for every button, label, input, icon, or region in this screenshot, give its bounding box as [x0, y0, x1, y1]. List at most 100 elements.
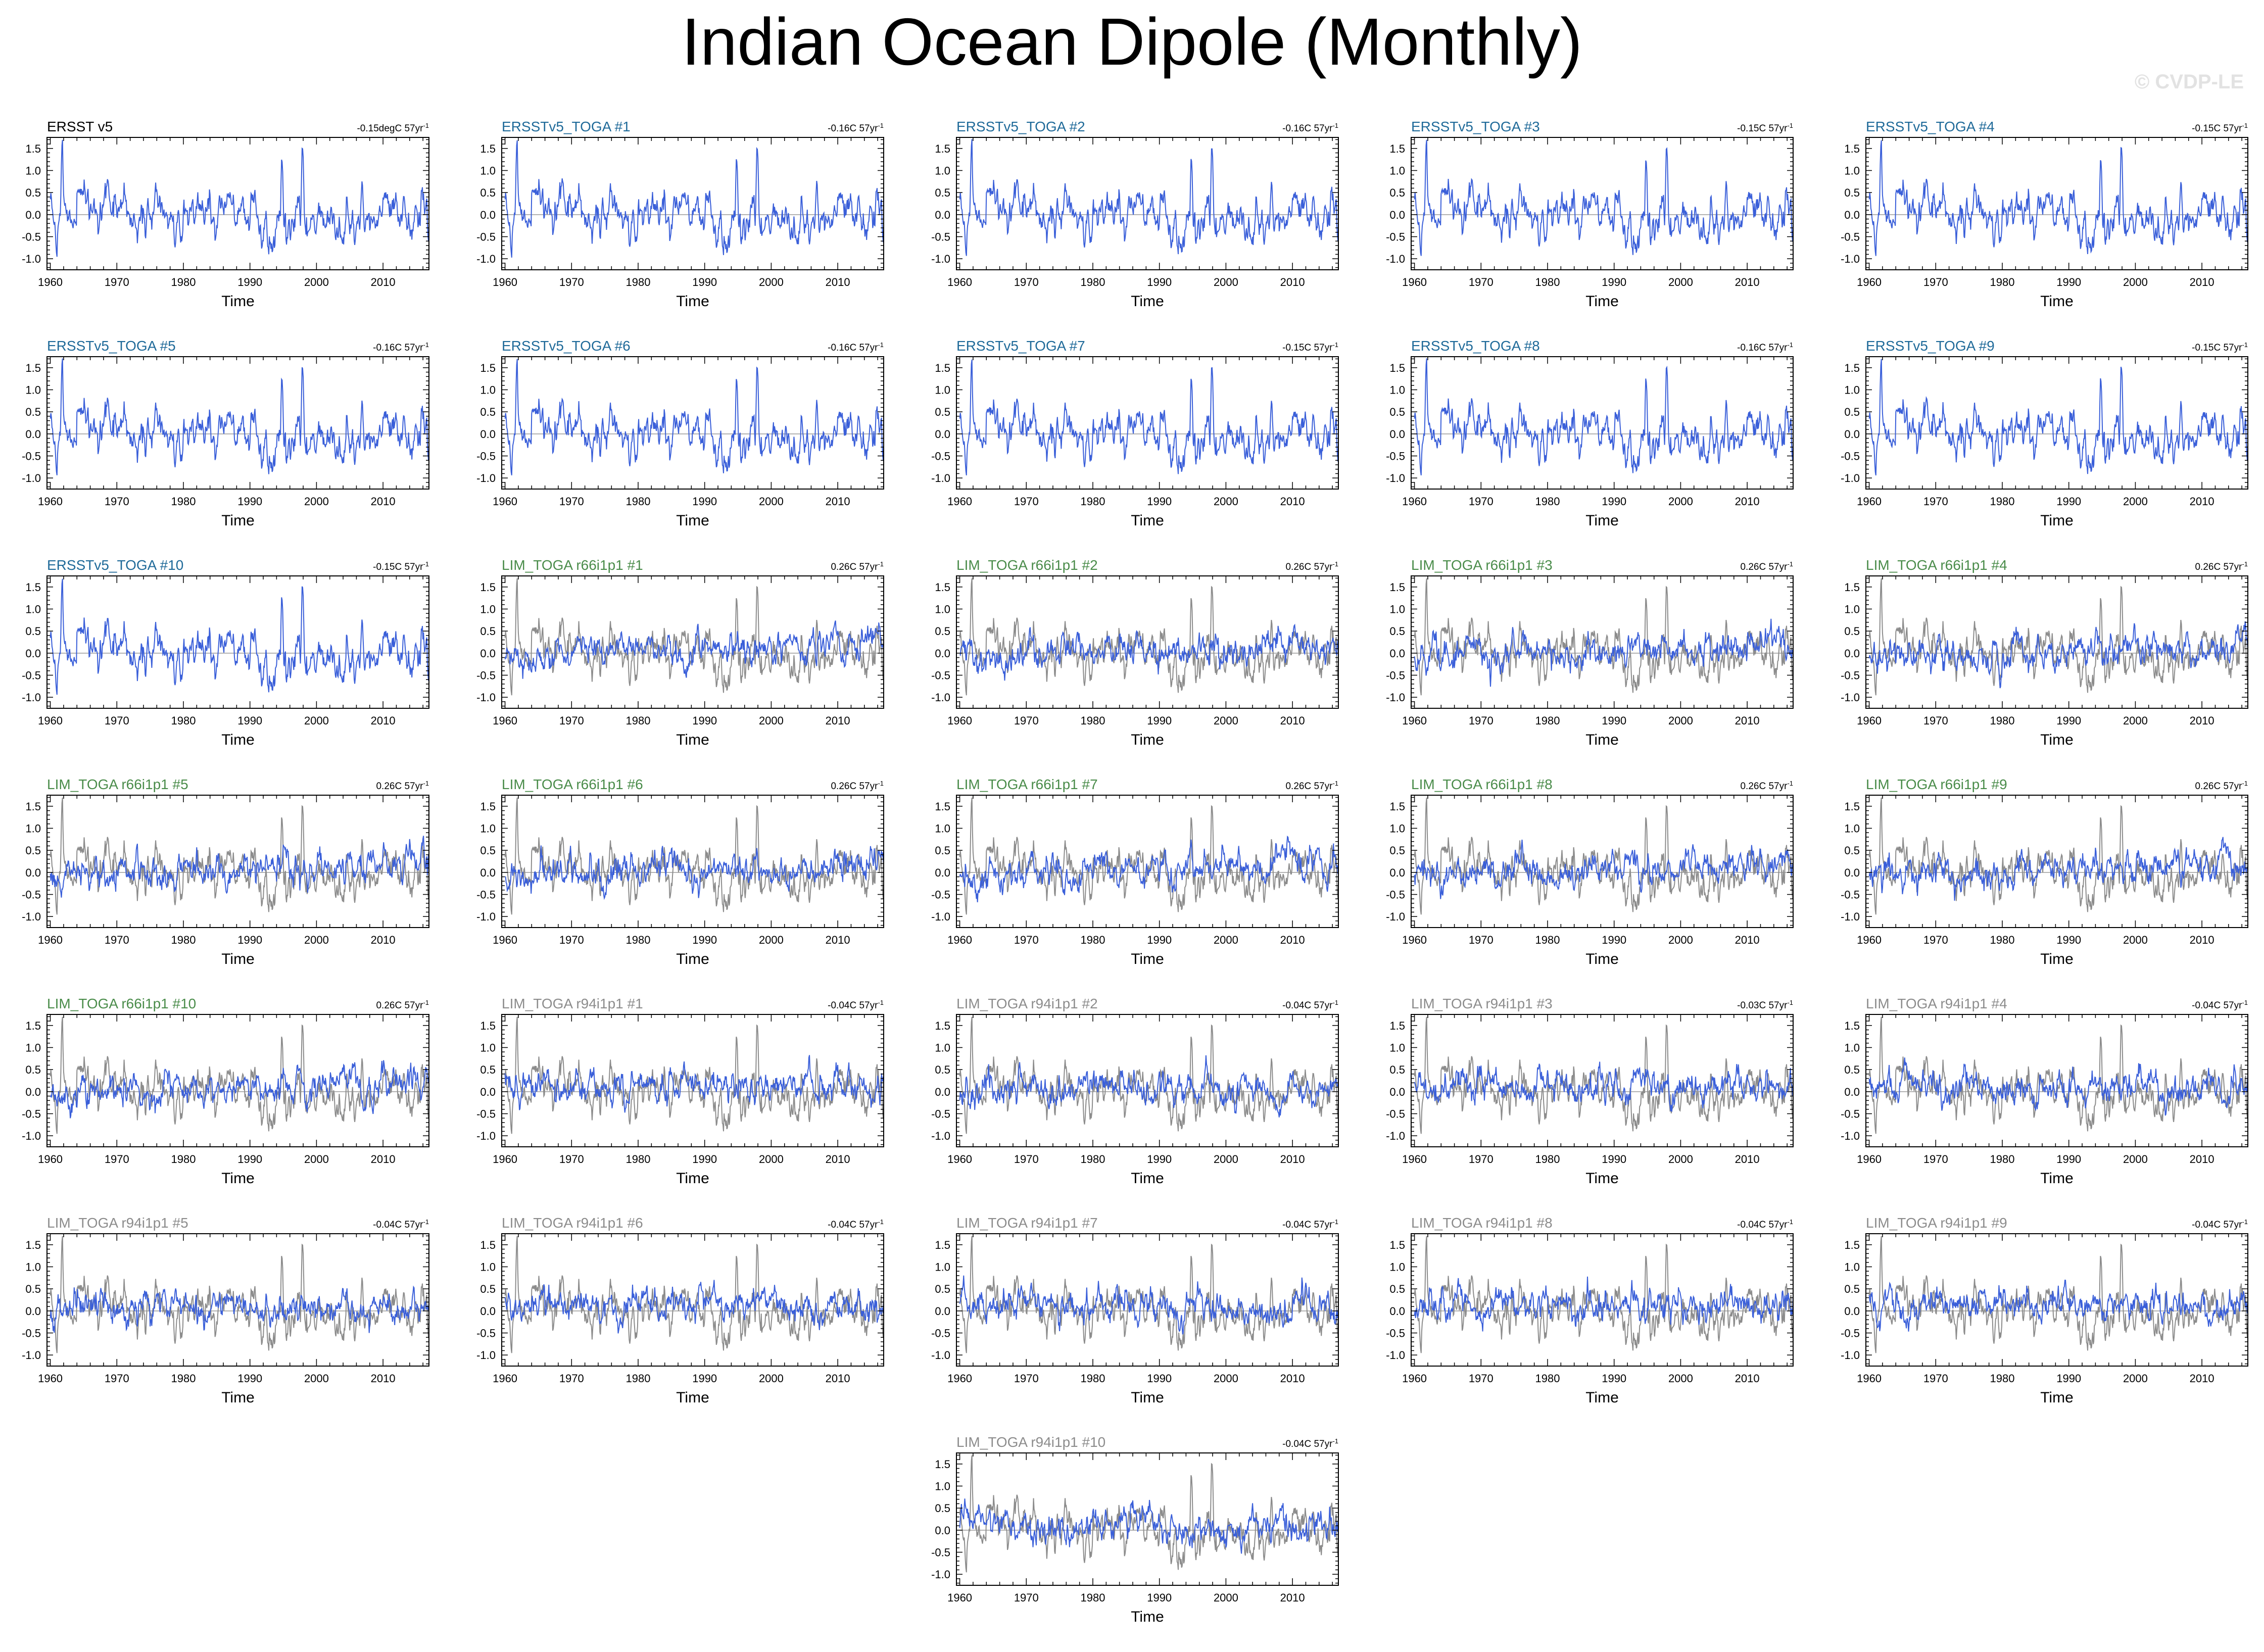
trend-value: 0.26C 57yr: [1740, 562, 1788, 572]
panel: LIM_TOGA r94i1p1 #2 -0.04C 57yr-1 1960 1970…: [931, 996, 1339, 1187]
y-tick-label: 1.0: [935, 1042, 950, 1054]
x-tick-label: 1980: [1081, 1372, 1105, 1385]
trend-exponent: -1: [1787, 1218, 1793, 1226]
trend-label: -0.04C 57yr-1: [1282, 1218, 1338, 1230]
member-series-line: [50, 1285, 429, 1333]
x-tick-label: 2010: [371, 276, 396, 288]
y-tick-label: 1.5: [935, 581, 950, 594]
plot-frame: [1411, 1233, 1794, 1367]
y-tick-label: -0.5: [1841, 889, 1860, 901]
plot-frame: [501, 1233, 884, 1367]
y-tick-label: -0.5: [1386, 1327, 1405, 1340]
x-tick-label: 1990: [692, 495, 717, 508]
x-tick-label: 1990: [2056, 934, 2081, 946]
y-tick-label: -0.5: [1386, 889, 1405, 901]
trend-value: -0.04C 57yr: [2192, 1000, 2242, 1011]
plot-frame: [501, 795, 884, 928]
trend-value: -0.16C 57yr: [828, 123, 878, 134]
plot-frame: [1411, 1014, 1794, 1147]
x-tick-label: 1960: [38, 1372, 63, 1385]
plot-frame: [501, 575, 884, 709]
y-tick-label: -1.0: [1841, 253, 1860, 265]
y-tick-label: 1.5: [935, 1458, 950, 1471]
x-tick-label: 1960: [493, 714, 517, 727]
trend-exponent: -1: [2242, 341, 2248, 349]
x-tick-label: 1960: [38, 495, 63, 508]
x-tick-label: 2010: [1735, 1153, 1760, 1165]
trend-label: -0.04C 57yr-1: [373, 1218, 429, 1230]
x-tick-label: 1980: [626, 276, 651, 288]
y-tick-label: 1.5: [1389, 1019, 1405, 1032]
panel: LIM_TOGA r94i1p1 #7 -0.04C 57yr-1 1960 1970…: [931, 1215, 1339, 1406]
x-tick-label: 2000: [759, 276, 784, 288]
panel: ERSSTv5_TOGA #5 -0.16C 57yr-1 1960 1970 1980…: [22, 338, 429, 529]
y-tick-label: -1.0: [931, 1568, 950, 1581]
member-series-line: [504, 1055, 884, 1113]
trend-label: 0.26C 57yr-1: [376, 780, 429, 792]
panel-title: ERSSTv5_TOGA #8: [1411, 338, 1540, 354]
panel: LIM_TOGA r66i1p1 #3 0.26C 57yr-1 1960 1970 1…: [1386, 557, 1794, 748]
x-axis-label: Time: [2040, 732, 2074, 748]
x-tick-label: 1970: [1923, 1153, 1948, 1165]
panel-title: LIM_TOGA r94i1p1 #10: [956, 1434, 1105, 1450]
x-tick-label: 1960: [947, 714, 972, 727]
x-tick-label: 1970: [1014, 1153, 1039, 1165]
x-tick-label: 1990: [237, 714, 262, 727]
trend-label: 0.26C 57yr-1: [1740, 780, 1793, 792]
x-tick-label: 1980: [1081, 1153, 1105, 1165]
member-series-line: [1414, 1061, 1793, 1112]
trend-exponent: -1: [423, 999, 429, 1006]
trend-exponent: -1: [1787, 780, 1793, 787]
x-axis-label: Time: [676, 951, 709, 967]
panel-title: LIM_TOGA r66i1p1 #7: [956, 776, 1098, 792]
y-tick-label: 1.0: [1844, 822, 1860, 835]
y-tick-label: 1.5: [480, 1019, 496, 1032]
y-tick-label: -0.5: [931, 1108, 950, 1121]
panel-title: LIM_TOGA r94i1p1 #6: [502, 1215, 643, 1231]
x-axis-label: Time: [1585, 951, 1619, 967]
panel-title: ERSSTv5_TOGA #7: [956, 338, 1085, 354]
trend-value: 0.26C 57yr: [1740, 781, 1788, 792]
x-axis-label: Time: [676, 293, 709, 310]
y-tick-label: 1.0: [1389, 822, 1405, 835]
x-tick-label: 1990: [237, 1153, 262, 1165]
y-tick-label: 1.0: [480, 603, 496, 616]
x-tick-label: 1990: [1602, 1372, 1626, 1385]
series-line: [1868, 140, 2248, 256]
trend-value: -0.16C 57yr: [1737, 343, 1788, 353]
x-tick-label: 1980: [626, 1372, 651, 1385]
trend-value: -0.15C 57yr: [373, 562, 423, 572]
trend-value: -0.15C 57yr: [2192, 343, 2242, 353]
y-tick-label: 0.5: [1844, 1283, 1860, 1295]
panel-title: LIM_TOGA r66i1p1 #10: [47, 996, 196, 1011]
x-tick-label: 1960: [947, 1591, 972, 1604]
series-line: [959, 359, 1338, 476]
x-tick-label: 2000: [1668, 1372, 1693, 1385]
y-tick-label: 0.5: [25, 844, 41, 857]
y-tick-label: -0.5: [931, 231, 950, 244]
x-axis-label: Time: [1131, 293, 1164, 310]
panel: LIM_TOGA r94i1p1 #9 -0.04C 57yr-1 1960 1970…: [1841, 1215, 2248, 1406]
member-series-line: [959, 1275, 1338, 1335]
panel-title: LIM_TOGA r66i1p1 #1: [502, 557, 643, 573]
x-axis-label: Time: [2040, 951, 2074, 967]
y-tick-label: 0.5: [480, 844, 496, 857]
x-tick-label: 1990: [1147, 276, 1172, 288]
observed-series-line: [1868, 578, 2248, 696]
y-tick-label: -0.5: [476, 1108, 496, 1121]
x-tick-label: 1970: [1923, 1372, 1948, 1385]
y-tick-label: -1.0: [22, 1349, 41, 1362]
y-tick-label: 1.5: [1844, 800, 1860, 813]
y-tick-label: 0.5: [935, 625, 950, 638]
trend-label: -0.04C 57yr-1: [1282, 999, 1338, 1011]
y-tick-label: 1.0: [1844, 165, 1860, 177]
x-tick-label: 2010: [2190, 934, 2214, 946]
trend-label: -0.04C 57yr-1: [1282, 1437, 1338, 1449]
trend-value: -0.03C 57yr: [1737, 1000, 1788, 1011]
x-tick-label: 2000: [2123, 1372, 2148, 1385]
trend-label: 0.26C 57yr-1: [376, 999, 429, 1011]
y-tick-label: -1.0: [1841, 910, 1860, 923]
y-tick-label: -0.5: [476, 231, 496, 244]
member-series-line: [1414, 1276, 1793, 1332]
y-tick-label: -1.0: [1841, 1130, 1860, 1142]
